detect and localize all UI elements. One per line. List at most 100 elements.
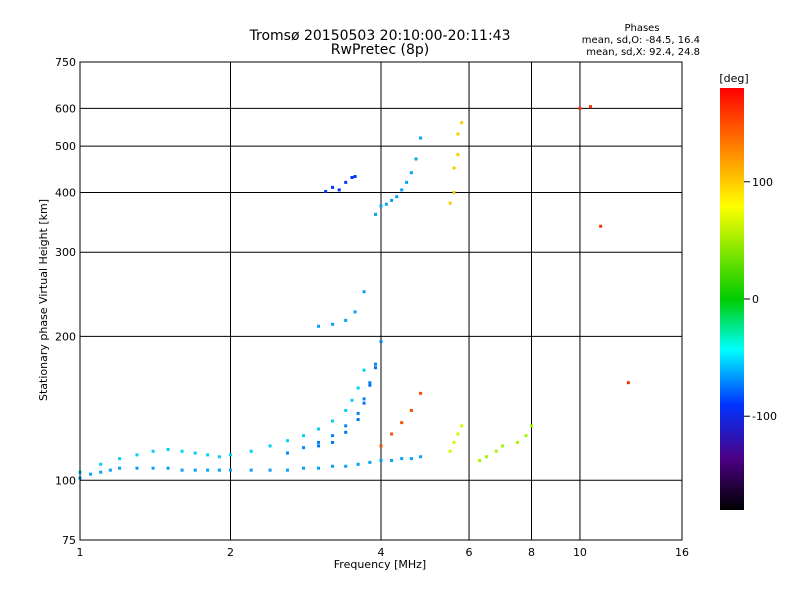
data-point-7-3 xyxy=(409,408,413,412)
data-point-0-26 xyxy=(419,455,423,459)
data-point-1-19 xyxy=(356,386,360,390)
data-point-5-1 xyxy=(331,185,335,189)
data-point-0-22 xyxy=(379,458,383,462)
data-points xyxy=(78,105,630,480)
data-point-0-6 xyxy=(151,466,155,470)
data-point-6-3 xyxy=(390,198,394,202)
x-tick-label: 8 xyxy=(528,546,535,559)
x-tick-label: 6 xyxy=(466,546,473,559)
data-point-8-2 xyxy=(452,166,456,170)
data-point-0-17 xyxy=(317,466,321,470)
data-point-0-14 xyxy=(268,468,272,472)
data-point-9-2 xyxy=(456,432,460,436)
data-point-11-2 xyxy=(599,224,603,228)
chart-subtitle: RwPretec (8p) xyxy=(331,42,429,58)
data-point-7-1 xyxy=(390,432,394,436)
data-point-5-4 xyxy=(350,175,354,179)
x-tick-label: 2 xyxy=(227,546,234,559)
data-point-10-6 xyxy=(530,424,533,428)
colorbar xyxy=(720,88,744,510)
data-point-1-7 xyxy=(193,451,197,455)
data-point-2-4 xyxy=(344,424,348,428)
x-axis-label: Frequency [MHz] xyxy=(334,558,426,571)
x-tick-label: 1 xyxy=(77,546,84,559)
data-point-0-24 xyxy=(400,457,404,461)
data-point-1-14 xyxy=(302,434,306,438)
data-point-0-20 xyxy=(356,462,360,466)
data-point-6-5 xyxy=(400,188,404,192)
y-tick-label: 400 xyxy=(55,186,76,199)
data-point-1-17 xyxy=(344,408,348,412)
data-point-2-2 xyxy=(317,440,321,444)
data-point-1-11 xyxy=(249,449,253,453)
data-point-1-4 xyxy=(151,449,155,453)
data-point-2-1 xyxy=(302,446,306,450)
data-point-3-4 xyxy=(362,401,366,405)
data-point-6-9 xyxy=(419,136,423,140)
y-tick-label: 200 xyxy=(55,330,76,343)
colorbar-unit: [deg] xyxy=(719,72,748,85)
data-point-5-3 xyxy=(344,180,348,184)
data-point-8-4 xyxy=(456,132,460,136)
data-point-9-3 xyxy=(460,424,464,428)
data-point-0-3 xyxy=(108,468,112,472)
data-point-1-2 xyxy=(118,457,122,461)
data-point-1-5 xyxy=(166,447,170,451)
data-point-6-0 xyxy=(374,212,378,216)
colorbar-ticks: 100 0 -100 xyxy=(744,176,777,423)
data-point-6-6 xyxy=(405,180,409,184)
data-point-0-2 xyxy=(99,470,103,474)
data-point-3-3 xyxy=(356,418,360,422)
data-point-4-1 xyxy=(331,322,335,326)
data-point-1-16 xyxy=(331,419,335,423)
data-point-1-8 xyxy=(206,453,210,457)
data-point-6-1 xyxy=(379,204,383,208)
data-point-0-7 xyxy=(166,466,170,470)
data-point-0-25 xyxy=(409,457,413,461)
data-point-7-2 xyxy=(400,421,404,425)
data-point-1-10 xyxy=(229,453,232,457)
x-tick-label: 10 xyxy=(573,546,587,559)
y-tick-label: 300 xyxy=(55,246,76,259)
data-point-0-5 xyxy=(135,466,139,470)
data-point-0-18 xyxy=(331,464,335,468)
data-point-10-5 xyxy=(524,434,528,438)
data-point-0-15 xyxy=(285,468,289,472)
data-point-2-7 xyxy=(368,381,372,385)
data-point-1-3 xyxy=(135,453,139,457)
data-point-3-6 xyxy=(374,366,378,370)
data-point-1-9 xyxy=(217,455,221,459)
x-tick-label: 16 xyxy=(675,546,689,559)
data-point-7-4 xyxy=(419,391,423,395)
data-point-1-6 xyxy=(180,449,184,453)
data-point-6-7 xyxy=(409,171,413,175)
data-point-0-9 xyxy=(193,468,197,472)
data-point-1-1 xyxy=(99,462,103,466)
data-point-1-13 xyxy=(285,439,289,443)
colorbar-tick-label: 0 xyxy=(752,293,759,306)
axis-ticks: 1 2 4 6 8 10 16 75 100 200 300 400 500 600 750 xyxy=(55,56,689,559)
data-point-2-8 xyxy=(374,362,378,366)
y-tick-label: 600 xyxy=(55,102,76,115)
data-point-2-9 xyxy=(379,340,383,344)
data-point-1-15 xyxy=(317,427,321,431)
data-point-10-0 xyxy=(478,458,482,462)
phase-heading: Phases xyxy=(624,23,659,34)
data-point-8-0 xyxy=(448,201,452,205)
data-point-0-8 xyxy=(180,468,184,472)
data-point-3-5 xyxy=(368,383,372,387)
data-point-8-3 xyxy=(456,153,460,157)
phase-stats-o: mean, sd,O: -84.5, 16.4 xyxy=(582,35,700,46)
data-point-9-1 xyxy=(452,440,456,444)
plot-frame xyxy=(79,61,683,541)
data-point-0-19 xyxy=(344,464,348,468)
phase-stats-x: mean, sd,X: 92.4, 24.8 xyxy=(586,47,700,58)
data-point-11-3 xyxy=(626,381,630,385)
data-point-0-1 xyxy=(89,472,93,476)
data-point-1-12 xyxy=(268,444,272,448)
data-point-11-0 xyxy=(578,106,582,110)
data-point-10-2 xyxy=(494,449,498,453)
data-point-2-0 xyxy=(285,451,289,455)
data-point-0-11 xyxy=(217,468,221,472)
